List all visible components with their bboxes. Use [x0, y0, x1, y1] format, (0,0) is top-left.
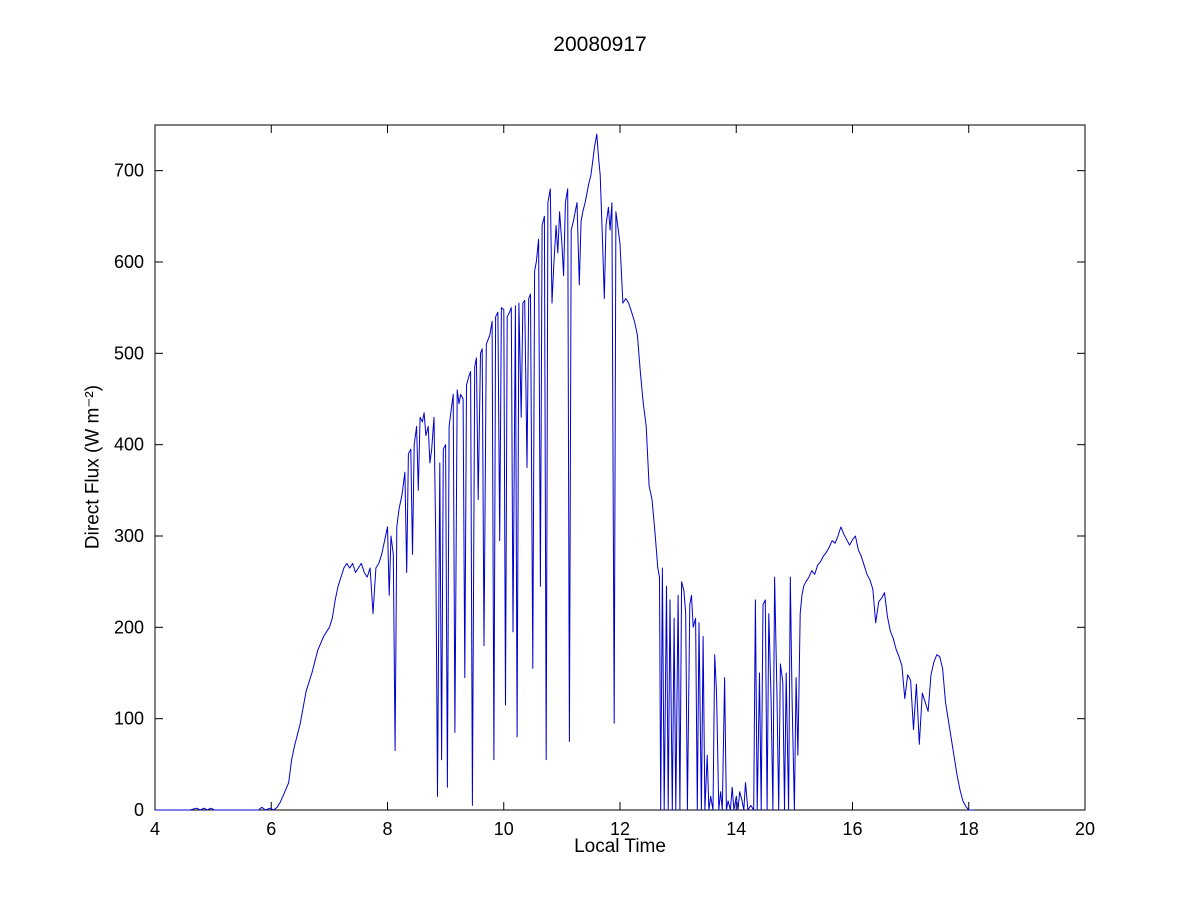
y-tick-label: 300: [114, 526, 144, 546]
x-tick-label: 18: [959, 819, 979, 839]
x-tick-label: 14: [726, 819, 746, 839]
x-tick-label: 10: [494, 819, 514, 839]
y-tick-label: 500: [114, 343, 144, 363]
y-tick-label: 400: [114, 435, 144, 455]
chart-title: 20080917: [553, 33, 647, 56]
y-tick-label: 100: [114, 709, 144, 729]
x-tick-label: 16: [842, 819, 862, 839]
x-tick-label: 6: [266, 819, 276, 839]
y-axis-label: Direct Flux (W m⁻²): [82, 384, 104, 550]
y-tick-label: 700: [114, 161, 144, 181]
x-tick-label: 20: [1075, 819, 1095, 839]
x-tick-label: 12: [610, 819, 630, 839]
y-tick-label: 0: [134, 800, 144, 820]
x-axis-label: Local Time: [574, 836, 666, 857]
x-tick-label: 4: [150, 819, 160, 839]
y-tick-label: 200: [114, 617, 144, 637]
x-tick-label: 8: [382, 819, 392, 839]
direct-flux-line: [155, 133, 974, 811]
y-tick-label: 600: [114, 252, 144, 272]
plot-border: [154, 124, 1086, 811]
